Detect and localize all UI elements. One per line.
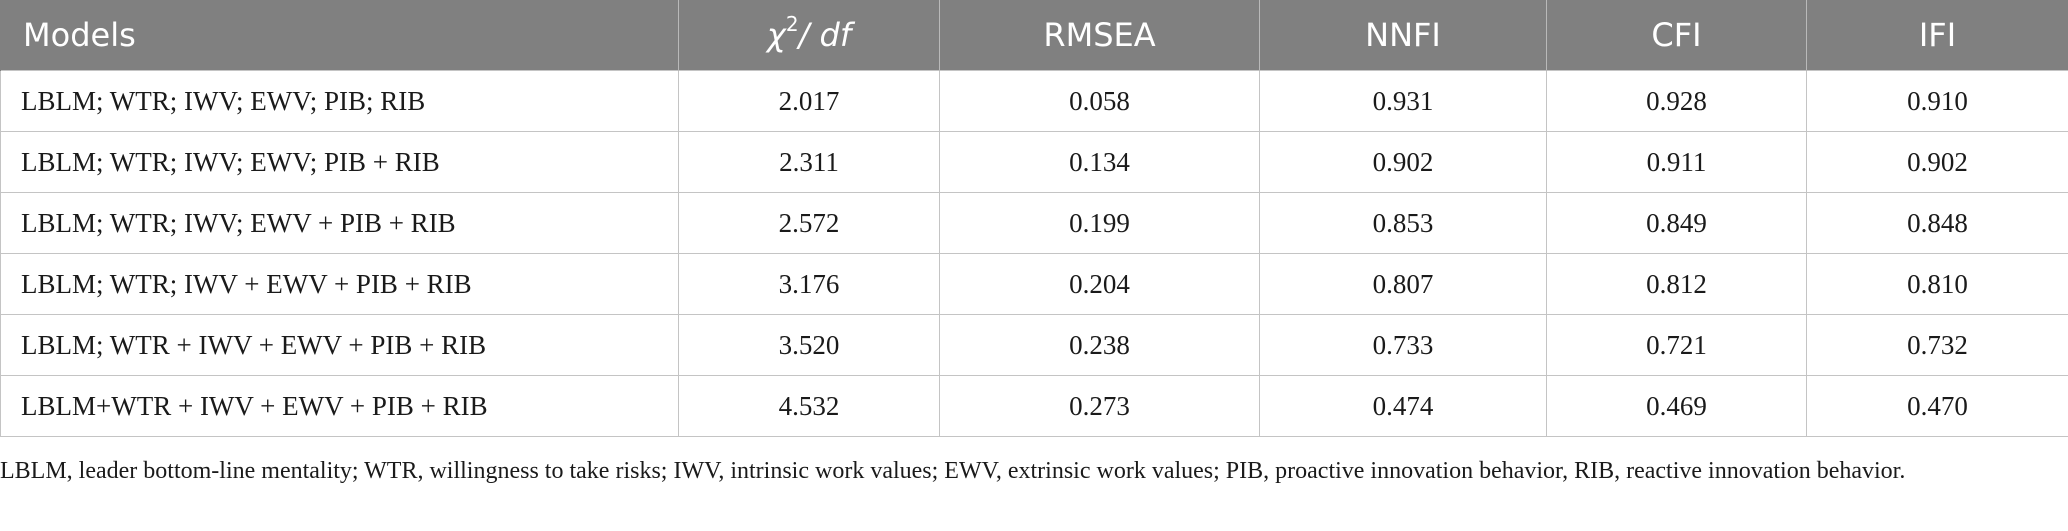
cell-model: LBLM; WTR; IWV; EWV; PIB; RIB (0, 70, 679, 132)
cell-model: LBLM+WTR + IWV + EWV + PIB + RIB (0, 375, 679, 437)
cell-cfi: 0.928 (1546, 70, 1807, 132)
cell-model: LBLM; WTR + IWV + EWV + PIB + RIB (0, 314, 679, 376)
model-fit-table-container: Models χ2/ df RMSEA NNFI CFI IFI LBLM; W… (0, 0, 2068, 437)
table-footnote: LBLM, leader bottom-line mentality; WTR,… (0, 458, 1906, 484)
cell-chi-df: 3.176 (678, 253, 940, 315)
cell-chi-df: 2.311 (678, 131, 940, 193)
header-ifi: IFI (1806, 0, 2068, 71)
table-row: LBLM; WTR; IWV + EWV + PIB + RIB 3.176 0… (0, 253, 2068, 315)
cell-rmsea: 0.273 (939, 375, 1260, 437)
chi-symbol: χ (766, 16, 786, 55)
cell-rmsea: 0.134 (939, 131, 1260, 193)
cell-chi-df: 2.572 (678, 192, 940, 254)
header-chi-df: χ2/ df (678, 0, 940, 71)
cell-nnfi: 0.807 (1259, 253, 1547, 315)
cell-rmsea: 0.204 (939, 253, 1260, 315)
cell-rmsea: 0.058 (939, 70, 1260, 132)
cell-cfi: 0.911 (1546, 131, 1807, 193)
header-models: Models (0, 0, 679, 71)
cell-cfi: 0.812 (1546, 253, 1807, 315)
cell-model: LBLM; WTR; IWV + EWV + PIB + RIB (0, 253, 679, 315)
cell-ifi: 0.810 (1806, 253, 2068, 315)
cell-nnfi: 0.902 (1259, 131, 1547, 193)
cell-model: LBLM; WTR; IWV; EWV; PIB + RIB (0, 131, 679, 193)
chi-rest: / df (798, 16, 852, 55)
cell-rmsea: 0.199 (939, 192, 1260, 254)
cell-nnfi: 0.853 (1259, 192, 1547, 254)
cell-ifi: 0.910 (1806, 70, 2068, 132)
table-row: LBLM; WTR; IWV; EWV; PIB; RIB 2.017 0.05… (0, 70, 2068, 132)
cell-ifi: 0.732 (1806, 314, 2068, 376)
cell-ifi: 0.848 (1806, 192, 2068, 254)
cell-model: LBLM; WTR; IWV; EWV + PIB + RIB (0, 192, 679, 254)
header-nnfi: NNFI (1259, 0, 1547, 71)
chi-power: 2 (785, 11, 799, 36)
cell-nnfi: 0.474 (1259, 375, 1547, 437)
cell-cfi: 0.721 (1546, 314, 1807, 376)
cell-nnfi: 0.931 (1259, 70, 1547, 132)
model-fit-table: Models χ2/ df RMSEA NNFI CFI IFI LBLM; W… (0, 0, 2068, 437)
cell-ifi: 0.470 (1806, 375, 2068, 437)
cell-nnfi: 0.733 (1259, 314, 1547, 376)
table-row: LBLM+WTR + IWV + EWV + PIB + RIB 4.532 0… (0, 375, 2068, 437)
cell-chi-df: 4.532 (678, 375, 940, 437)
cell-rmsea: 0.238 (939, 314, 1260, 376)
table-header: Models χ2/ df RMSEA NNFI CFI IFI (0, 0, 2068, 71)
table-row: LBLM; WTR; IWV; EWV + PIB + RIB 2.572 0.… (0, 192, 2068, 254)
cell-ifi: 0.902 (1806, 131, 2068, 193)
cell-chi-df: 3.520 (678, 314, 940, 376)
header-cfi: CFI (1546, 0, 1807, 71)
cell-chi-df: 2.017 (678, 70, 940, 132)
cell-cfi: 0.849 (1546, 192, 1807, 254)
cell-cfi: 0.469 (1546, 375, 1807, 437)
header-rmsea: RMSEA (939, 0, 1260, 71)
table-row: LBLM; WTR; IWV; EWV; PIB + RIB 2.311 0.1… (0, 131, 2068, 193)
table-row: LBLM; WTR + IWV + EWV + PIB + RIB 3.520 … (0, 314, 2068, 376)
header-row: Models χ2/ df RMSEA NNFI CFI IFI (0, 0, 2068, 71)
table-body: LBLM; WTR; IWV; EWV; PIB; RIB 2.017 0.05… (0, 70, 2068, 437)
